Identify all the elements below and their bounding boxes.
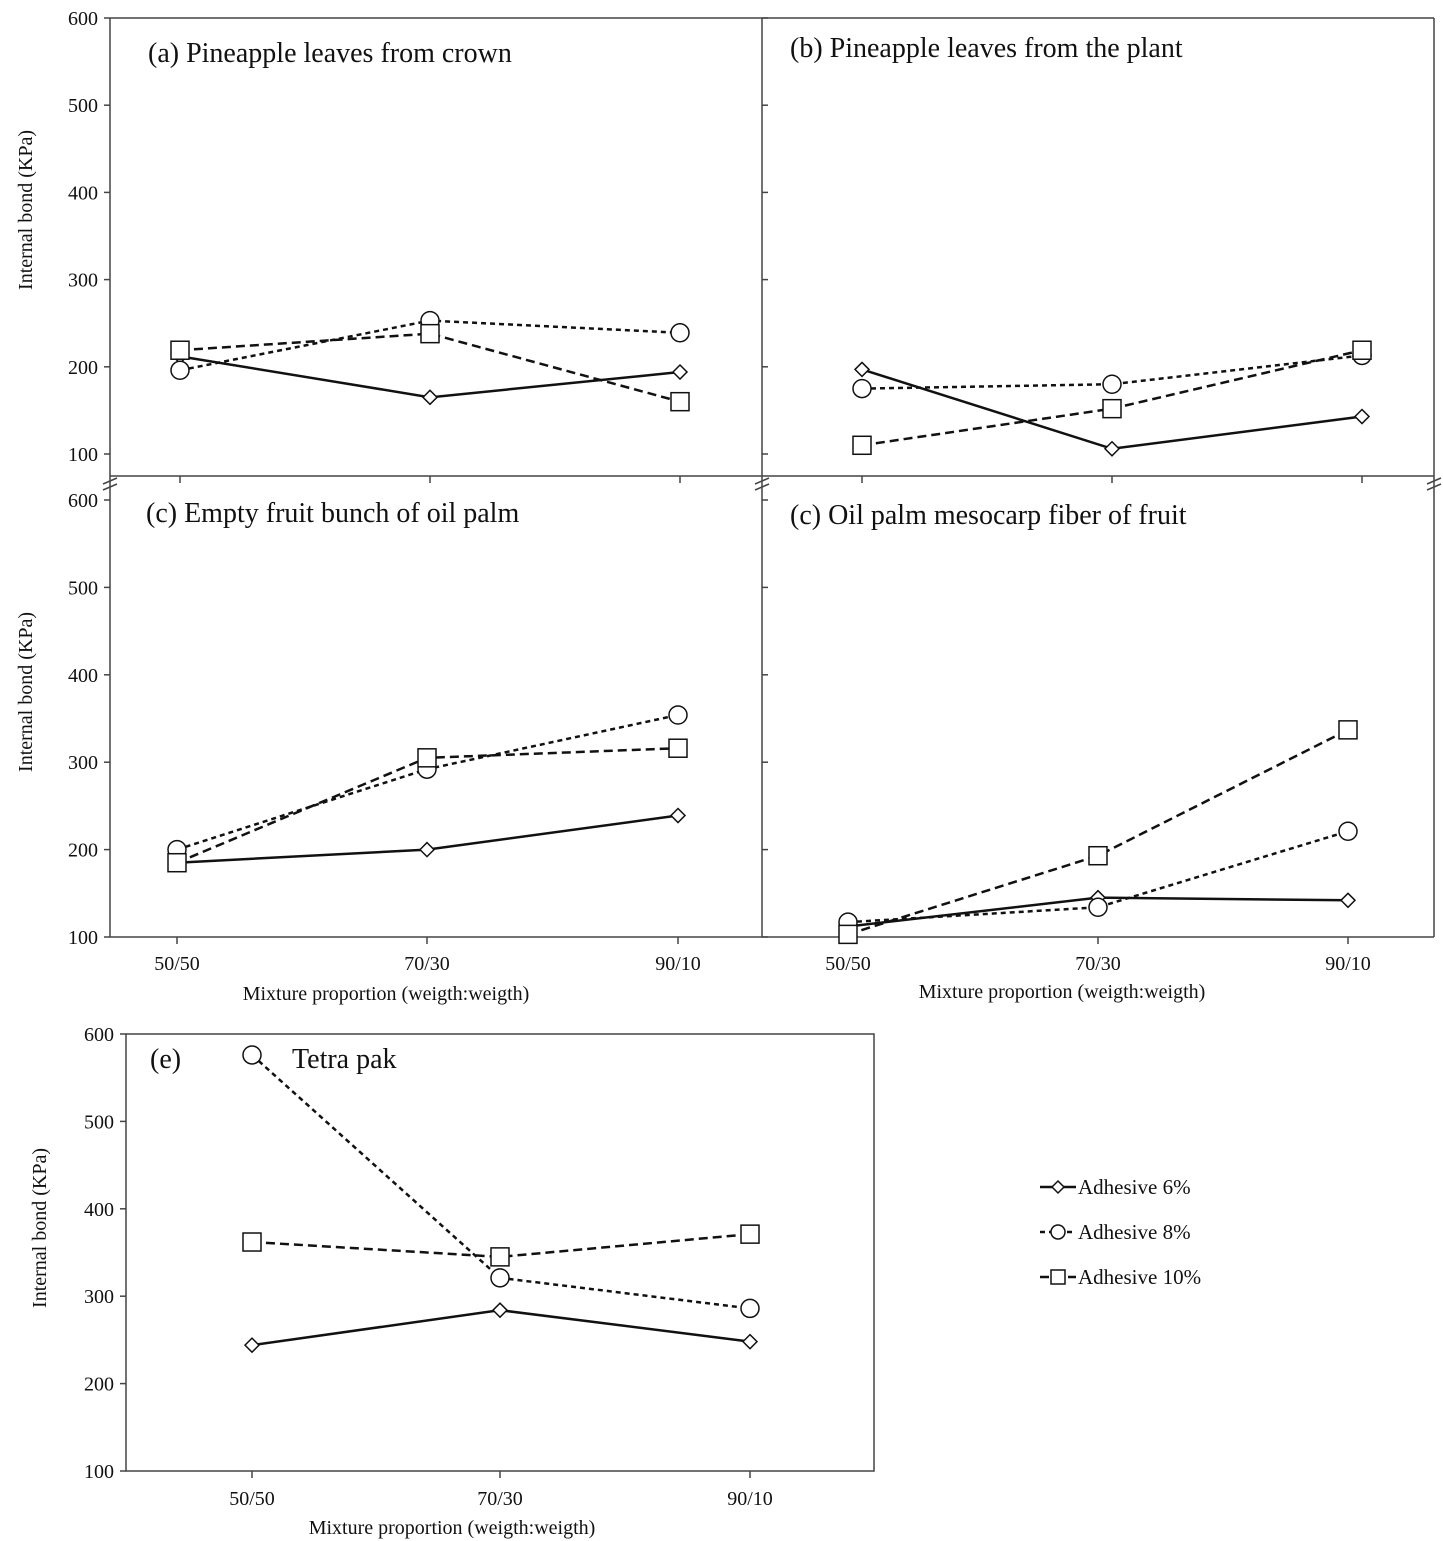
panel-e-xlabel: Mixture proportion (weigth:weigth) [309, 1517, 596, 1539]
x-tick-label: 50/50 [825, 953, 871, 975]
y-tick-label: 100 [68, 927, 98, 949]
y-tick-label: 400 [68, 665, 98, 687]
data-point-diamond [421, 389, 439, 406]
y-tick-label: 500 [68, 95, 98, 117]
data-point-diamond [671, 363, 689, 381]
panel-e-ylabel: Internal bond (KPa) [29, 1148, 51, 1308]
data-point-circle [670, 323, 690, 343]
legend-label-adhesive-6: Adhesive 6% [1078, 1175, 1191, 1199]
y-tick-label: 200 [84, 1374, 114, 1396]
y-tick-label: 200 [68, 357, 98, 379]
data-point-square [852, 435, 872, 456]
panel-a-title: (a) Pineapple leaves from crown [148, 38, 512, 69]
legend-item-adhesive-10: Adhesive 10% [1040, 1265, 1201, 1289]
data-point-diamond [243, 1337, 261, 1354]
panel-d-title: (c) Oil palm mesocarp fiber of fruit [790, 500, 1187, 531]
data-point-diamond [418, 841, 436, 858]
data-point-circle [1088, 897, 1108, 918]
data-point-square [1088, 845, 1108, 866]
data-point-circle [170, 360, 190, 381]
data-point-square [670, 391, 690, 412]
panel-a-ylabel: Internal bond (KPa) [15, 130, 37, 290]
data-point-square [490, 1247, 510, 1267]
panel-b-title: (b) Pineapple leaves from the plant [790, 33, 1183, 64]
y-tick-label: 400 [68, 182, 98, 204]
legend-square-icon [1050, 1269, 1066, 1285]
data-point-circle [1102, 374, 1122, 394]
y-tick-label: 100 [84, 1461, 114, 1483]
legend-label-adhesive-10: Adhesive 10% [1078, 1265, 1201, 1289]
data-point-circle [242, 1045, 262, 1065]
legend-circle-icon [1050, 1224, 1066, 1240]
y-tick-label: 300 [68, 270, 98, 292]
axis-break-marks [102, 477, 1442, 491]
data-point-square [417, 748, 437, 768]
data-point-diamond [741, 1333, 759, 1350]
legend: Adhesive 6% Adhesive 8% Adhesive 10% [1040, 1175, 1201, 1289]
x-tick-label: 50/50 [229, 1488, 275, 1510]
data-point-diamond [491, 1302, 509, 1319]
legend-item-adhesive-6: Adhesive 6% [1040, 1175, 1191, 1199]
legend-label-adhesive-8: Adhesive 8% [1078, 1220, 1191, 1244]
panel-e-subtitle: Tetra pak [292, 1044, 397, 1075]
data-point-square [1352, 340, 1372, 360]
data-point-square [838, 924, 858, 945]
x-tick-label: 90/10 [655, 953, 701, 975]
data-point-square [167, 852, 187, 873]
series-line-adhesive-10 [847, 728, 1349, 936]
top-grid-frame [109, 17, 1435, 938]
x-tick-label: 70/30 [404, 953, 450, 975]
y-tick-label: 500 [84, 1111, 114, 1133]
data-point-square [1102, 398, 1122, 419]
y-tick-label: 500 [68, 577, 98, 599]
panel-c-xlabel: Mixture proportion (weigth:weigth) [243, 983, 530, 1005]
y-tick-label: 600 [68, 490, 98, 512]
data-point-diamond [669, 807, 687, 824]
data-point-circle [740, 1298, 760, 1319]
y-tick-label: 300 [68, 752, 98, 774]
legend-diamond-icon [1050, 1179, 1066, 1195]
data-point-square [242, 1232, 262, 1252]
series-line-adhesive-10 [179, 332, 681, 403]
panel-d-xlabel: Mixture proportion (weigth:weigth) [919, 981, 1206, 1003]
x-tick-label: 70/30 [1075, 953, 1121, 975]
data-point-circle [1338, 821, 1358, 841]
y-tick-label: 600 [68, 8, 98, 30]
chart-marks: 100 200 300 400 500 600 100 200 300 400 500 600 50/5… [68, 8, 1372, 1510]
panel-c-title: (c) Empty fruit bunch of oil palm [146, 498, 519, 529]
panel-e-title: (e) [150, 1044, 181, 1075]
y-tick-label: 200 [68, 840, 98, 862]
series-line-adhesive-8 [176, 713, 679, 851]
x-tick-label: 50/50 [154, 953, 200, 975]
data-point-diamond [853, 361, 871, 378]
y-tick-label: 100 [68, 444, 98, 466]
panel-c-ylabel: Internal bond (KPa) [15, 612, 37, 772]
data-point-square [668, 738, 688, 758]
legend-item-adhesive-8: Adhesive 8% [1040, 1220, 1191, 1244]
series-line-adhesive-8 [861, 354, 1363, 390]
x-tick-label: 90/10 [1325, 953, 1371, 975]
data-point-square [420, 323, 440, 344]
data-point-diamond [1353, 408, 1371, 425]
y-tick-label: 400 [84, 1199, 114, 1221]
data-point-circle [490, 1268, 510, 1288]
data-point-circle [668, 705, 688, 725]
data-point-square [170, 340, 190, 360]
data-point-square [740, 1224, 760, 1244]
y-tick-label: 300 [84, 1286, 114, 1308]
x-tick-label: 70/30 [477, 1488, 523, 1510]
data-point-circle [852, 378, 872, 399]
data-point-diamond [1103, 440, 1121, 457]
x-tick-label: 90/10 [727, 1488, 773, 1510]
data-point-square [1338, 720, 1358, 740]
y-tick-label: 600 [84, 1024, 114, 1046]
data-point-diamond [1339, 892, 1357, 909]
series-line-adhesive-8 [847, 830, 1349, 924]
